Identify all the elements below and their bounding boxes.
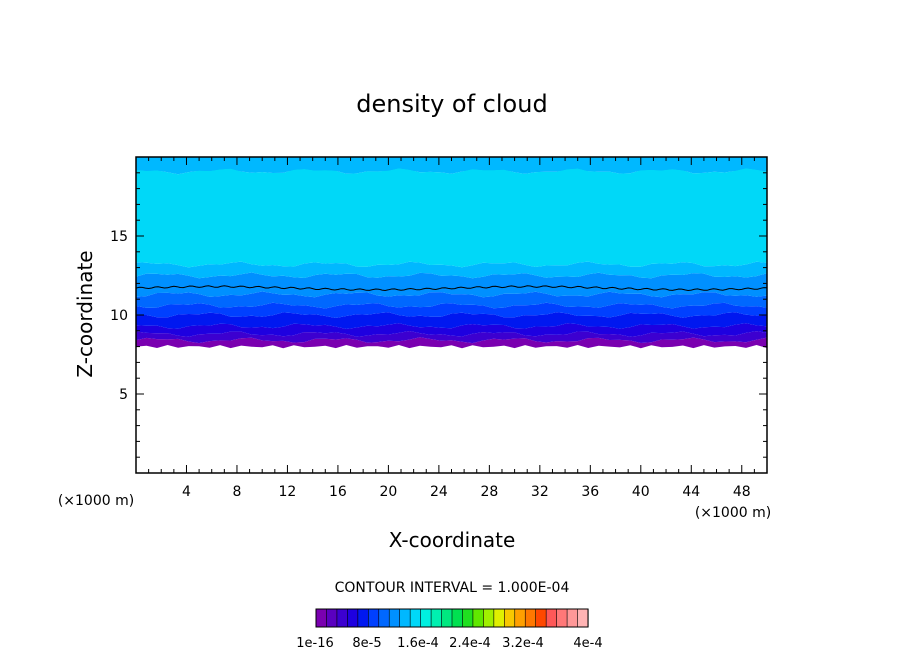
colorbar <box>315 608 589 628</box>
contour-line <box>135 285 768 292</box>
x-tick-label: 48 <box>733 484 751 500</box>
contour-band <box>136 302 767 318</box>
x-tick-label: 24 <box>430 484 448 500</box>
colorbar-swatch <box>577 608 589 628</box>
colorbar-swatch <box>368 608 380 628</box>
contour-band <box>136 312 767 329</box>
x-unit-right: (×1000 m) <box>695 505 771 521</box>
colorbar-label: 1e-16 <box>296 636 334 651</box>
colorbar-swatch <box>504 608 516 628</box>
colorbar-swatch <box>336 608 348 628</box>
colorbar-swatch <box>347 608 359 628</box>
colorbar-swatch <box>357 608 369 628</box>
x-tick-label: 32 <box>531 484 549 500</box>
x-tick-label: 36 <box>581 484 599 500</box>
colorbar-swatch <box>514 608 526 628</box>
y-tick-label: 15 <box>110 229 128 245</box>
colorbar-swatch <box>326 608 338 628</box>
y-axis-label: Z-coordinate <box>73 250 97 377</box>
colorbar-swatch <box>399 608 411 628</box>
x-tick-label: 4 <box>182 484 191 500</box>
x-tick-label: 8 <box>232 484 241 500</box>
colorbar-swatch <box>535 608 547 628</box>
colorbar-swatch <box>388 608 401 628</box>
colorbar-swatch <box>441 608 453 628</box>
colorbar-swatch <box>556 608 568 628</box>
contour-band <box>136 323 767 337</box>
contour-band <box>136 168 767 268</box>
colorbar-label: 1.6e-4 <box>397 636 439 651</box>
chart-title: density of cloud <box>356 90 547 118</box>
x-tick-label: 20 <box>379 484 397 500</box>
contour-band <box>136 157 767 175</box>
colorbar-frame <box>315 608 589 628</box>
x-unit-left: (×1000 m) <box>58 493 134 509</box>
y-tick-label: 5 <box>119 387 128 403</box>
colorbar-swatch <box>451 608 464 628</box>
x-tick-label: 16 <box>329 484 347 500</box>
colorbar-swatch <box>420 608 432 628</box>
contour-band <box>136 291 767 309</box>
contour-band <box>136 272 767 298</box>
colorbar-swatch <box>315 608 328 628</box>
y-axis: 5 10 15 <box>110 172 767 458</box>
colorbar-label: 8e-5 <box>352 636 381 651</box>
colorbar-swatch <box>493 608 505 628</box>
x-axis-label: X-coordinate <box>389 528 516 552</box>
contour-interval-text: CONTOUR INTERVAL = 1.000E-04 <box>335 580 570 596</box>
colorbar-swatch <box>545 608 558 628</box>
colorbar-swatch <box>462 608 474 628</box>
x-tick-label: 44 <box>682 484 700 500</box>
colorbar-swatch <box>472 608 484 628</box>
colorbar-label: 2.4e-4 <box>449 636 491 651</box>
contour-band <box>136 337 767 349</box>
colorbar-swatch <box>430 608 443 628</box>
colorbar-swatch <box>483 608 495 628</box>
colorbar-label: 4e-4 <box>573 636 602 651</box>
contour-layers <box>136 157 767 349</box>
contour-band <box>136 261 767 279</box>
colorbar-labels: 1e-16 8e-5 1.6e-4 2.4e-4 3.2e-4 4e-4 <box>296 636 602 651</box>
contour-band <box>136 331 767 344</box>
colorbar-swatch <box>566 608 579 628</box>
x-axis: 4 8 12 16 20 24 28 32 36 40 44 48 <box>148 157 755 500</box>
colorbar-label: 3.2e-4 <box>502 636 544 651</box>
colorbar-swatch <box>409 608 422 628</box>
x-tick-label: 40 <box>632 484 650 500</box>
colorbar-swatch <box>524 608 537 628</box>
y-tick-label: 10 <box>110 308 128 324</box>
colorbar-swatch <box>378 608 390 628</box>
x-tick-label: 12 <box>279 484 297 500</box>
x-tick-label: 28 <box>480 484 498 500</box>
